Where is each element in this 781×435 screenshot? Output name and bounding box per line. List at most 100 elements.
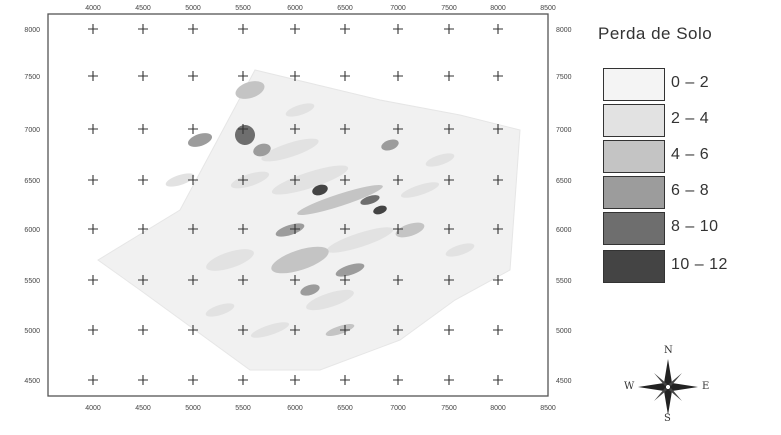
legend-label: 10 – 12: [671, 256, 728, 273]
soil-loss-patch: [206, 249, 254, 271]
grid-cross-mark: [340, 24, 350, 34]
grid-cross-mark: [393, 325, 403, 335]
coordinate-tick-label: 5000: [556, 328, 572, 335]
grid-cross-mark: [290, 24, 300, 34]
grid-cross-mark: [444, 224, 454, 234]
grid-cross-mark: [393, 24, 403, 34]
grid-cross-mark: [138, 275, 148, 285]
legend-title: Perda de Solo: [598, 24, 713, 43]
grid-cross-mark: [238, 375, 248, 385]
coordinate-tick-label: 6500: [556, 178, 572, 185]
grid-cross-mark: [393, 124, 403, 134]
coordinate-tick-label: 8500: [540, 405, 556, 412]
coordinate-tick-label: 7500: [441, 405, 457, 412]
grid-cross-mark: [238, 71, 248, 81]
legend-label: 6 – 8: [671, 182, 710, 199]
grid-cross-mark: [88, 124, 98, 134]
grid-cross-mark: [88, 275, 98, 285]
soil-loss-patch: [300, 284, 320, 296]
coordinate-tick-label: 7500: [441, 5, 457, 12]
coordinate-tick-label: 7000: [390, 5, 406, 12]
coordinate-tick-label: 6500: [337, 405, 353, 412]
coordinate-tick-label: 5500: [24, 278, 40, 285]
grid-cross-mark: [138, 175, 148, 185]
soil-loss-patch: [425, 153, 455, 167]
grid-cross-mark: [188, 325, 198, 335]
soil-loss-patch: [205, 303, 235, 317]
grid-cross-mark: [238, 325, 248, 335]
grid-cross-mark: [444, 375, 454, 385]
compass-west-label: W: [624, 381, 635, 392]
grid-cross-mark: [238, 175, 248, 185]
grid-cross-mark: [88, 325, 98, 335]
coordinate-tick-label: 5000: [24, 328, 40, 335]
coordinate-tick-label: 4500: [135, 405, 151, 412]
grid-cross-mark: [188, 375, 198, 385]
soil-loss-patch: [297, 184, 383, 216]
grid-cross-mark: [188, 224, 198, 234]
compass-north-label: N: [664, 345, 673, 356]
soil-loss-patch: [400, 182, 440, 198]
grid-cross-mark: [138, 124, 148, 134]
compass-rose: N S W E: [620, 345, 710, 425]
grid-cross-mark: [393, 275, 403, 285]
grid-cross-mark: [493, 24, 503, 34]
coordinate-ticks: 4000 4500 5000 5500 6000 6500 7000 7500 8000 8500…: [24, 5, 571, 412]
soil-loss-patch: [306, 289, 354, 311]
coordinate-tick-label: 8000: [490, 405, 506, 412]
grid-cross-mark: [444, 24, 454, 34]
coordinate-tick-label: 4500: [556, 378, 572, 385]
coordinate-tick-label: 8000: [24, 27, 40, 34]
grid-cross-mark: [188, 24, 198, 34]
soil-loss-patch: [165, 173, 195, 187]
compass-star-icon: [638, 359, 698, 415]
soil-loss-patch: [275, 223, 305, 237]
coordinate-tick-label: 6500: [24, 178, 40, 185]
grid-cross-mark: [290, 375, 300, 385]
coordinate-tick-label: 6000: [556, 227, 572, 234]
grid-cross-mark: [444, 124, 454, 134]
grid-cross-mark: [493, 224, 503, 234]
soil-loss-patch: [271, 165, 349, 195]
grid-cross-mark: [290, 325, 300, 335]
grid-cross-mark: [88, 375, 98, 385]
region-outline: [97, 69, 521, 371]
grid-cross-mark: [88, 24, 98, 34]
grid-cross-mark: [188, 275, 198, 285]
coordinate-tick-label: 7000: [390, 405, 406, 412]
grid-cross-mark: [138, 325, 148, 335]
coordinate-tick-label: 4500: [135, 5, 151, 12]
soil-loss-patch: [312, 184, 328, 196]
coordinate-tick-label: 5500: [235, 405, 251, 412]
coordinate-tick-label: 5000: [185, 5, 201, 12]
grid-cross-mark: [493, 175, 503, 185]
soil-loss-patch: [235, 125, 255, 145]
soil-loss-patch: [373, 205, 387, 215]
map-frame: [47, 13, 549, 397]
coordinate-tick-label: 7500: [556, 74, 572, 81]
soil-loss-patch: [360, 195, 380, 205]
soil-loss-patch: [261, 138, 319, 162]
coordinate-tick-label: 6000: [287, 5, 303, 12]
soil-loss-patch: [235, 81, 265, 99]
legend-swatch: [603, 212, 665, 245]
grid-cross-mark: [444, 71, 454, 81]
grid-cross-mark: [340, 275, 350, 285]
coordinate-tick-label: 5500: [556, 278, 572, 285]
grid-cross-mark: [444, 275, 454, 285]
soil-loss-patch: [445, 243, 475, 257]
grid-cross-mark: [340, 375, 350, 385]
grid-cross-mark: [340, 71, 350, 81]
coordinate-tick-label: 7500: [24, 74, 40, 81]
grid-cross-mark: [493, 375, 503, 385]
grid-cross-mark: [493, 124, 503, 134]
soil-loss-patch: [335, 263, 365, 277]
grid-cross-mark: [340, 175, 350, 185]
soil-loss-patch: [285, 103, 315, 117]
grid-cross-mark: [188, 124, 198, 134]
grid-cross-mark: [493, 71, 503, 81]
legend-label: 4 – 6: [671, 146, 710, 163]
soil-loss-patch: [253, 143, 271, 157]
grid-cross-mark: [290, 124, 300, 134]
